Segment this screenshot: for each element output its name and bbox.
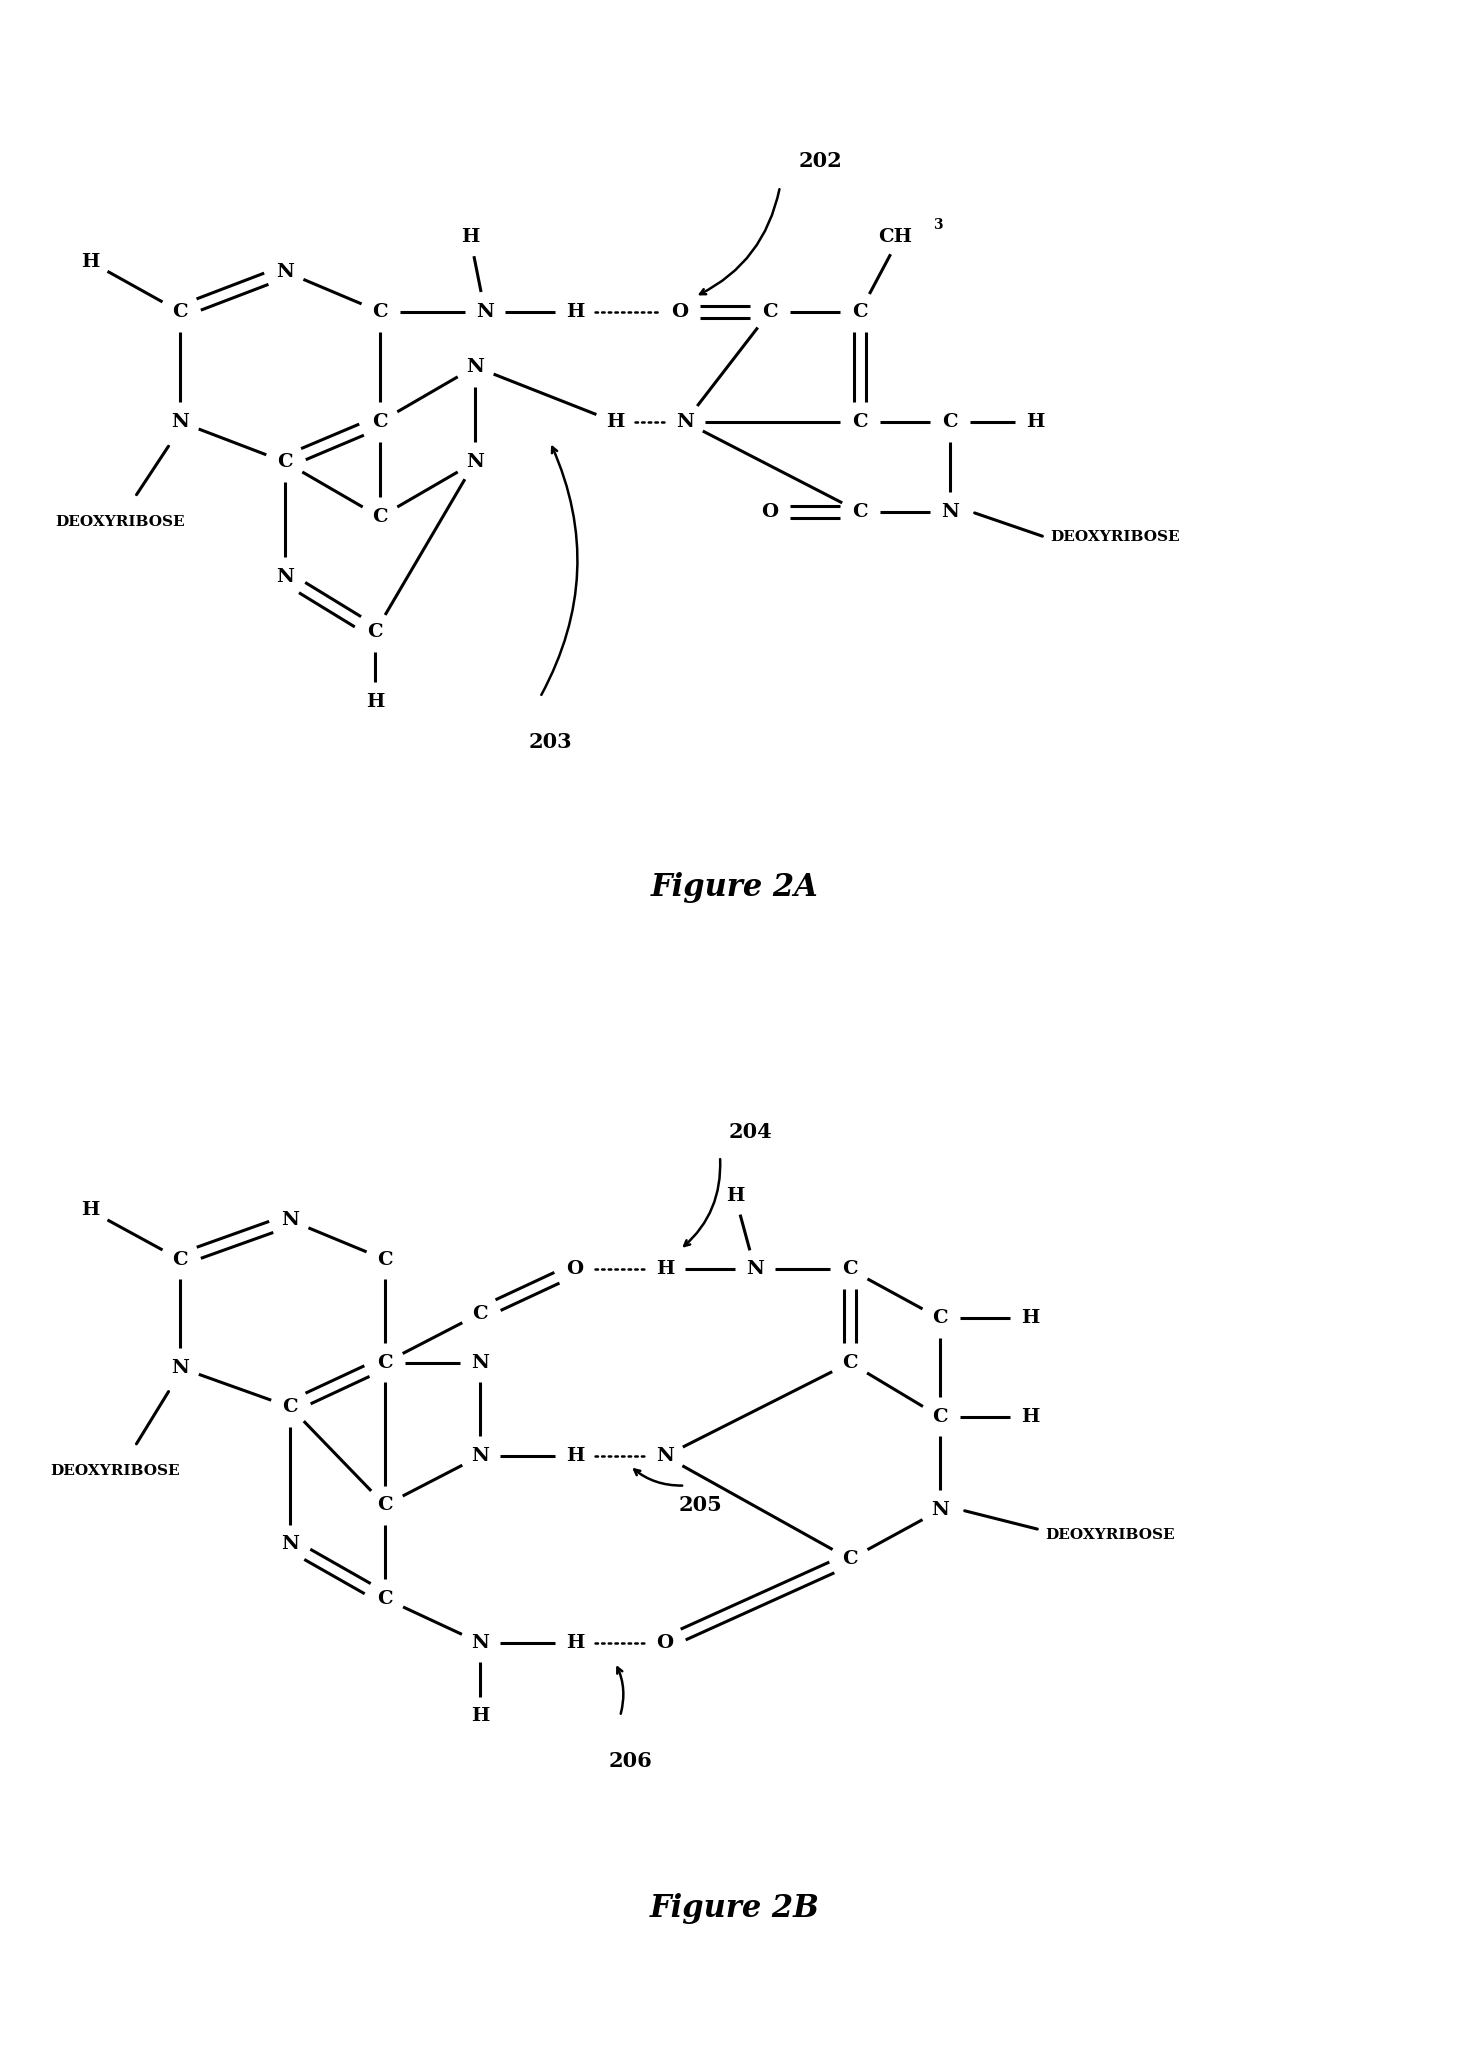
Text: H: H xyxy=(1026,412,1044,430)
Text: 204: 204 xyxy=(728,1121,772,1141)
Text: C: C xyxy=(842,1260,858,1279)
Text: 3: 3 xyxy=(933,217,942,232)
Text: DEOXYRIBOSE: DEOXYRIBOSE xyxy=(1045,1529,1175,1541)
Text: C: C xyxy=(278,453,293,471)
Text: N: N xyxy=(470,1447,490,1465)
Text: N: N xyxy=(466,359,484,375)
Text: N: N xyxy=(281,1535,298,1553)
Text: DEOXYRIBOSE: DEOXYRIBOSE xyxy=(1050,531,1179,545)
Text: C: C xyxy=(942,412,958,430)
Text: H: H xyxy=(470,1707,490,1725)
Text: N: N xyxy=(476,303,494,322)
Text: N: N xyxy=(276,568,294,586)
Text: N: N xyxy=(171,412,190,430)
Text: C: C xyxy=(368,623,382,641)
Text: H: H xyxy=(460,227,479,246)
Text: H: H xyxy=(606,412,625,430)
Text: Figure 2B: Figure 2B xyxy=(650,1893,820,1924)
Text: 202: 202 xyxy=(798,152,842,172)
Text: H: H xyxy=(81,252,98,270)
Text: O: O xyxy=(657,1633,673,1651)
Text: N: N xyxy=(676,412,694,430)
Text: C: C xyxy=(932,1309,948,1328)
Text: N: N xyxy=(470,1354,490,1371)
Text: N: N xyxy=(281,1211,298,1229)
Text: CH: CH xyxy=(878,227,911,246)
Text: N: N xyxy=(470,1633,490,1651)
Text: N: N xyxy=(747,1260,764,1279)
Text: H: H xyxy=(566,1447,584,1465)
Text: C: C xyxy=(842,1551,858,1567)
Text: 206: 206 xyxy=(609,1750,651,1770)
Text: C: C xyxy=(372,508,388,527)
Text: C: C xyxy=(472,1305,488,1322)
Text: DEOXYRIBOSE: DEOXYRIBOSE xyxy=(54,514,185,529)
Text: H: H xyxy=(566,303,584,322)
Text: H: H xyxy=(726,1186,744,1205)
Text: H: H xyxy=(656,1260,675,1279)
Text: C: C xyxy=(378,1250,392,1268)
Text: H: H xyxy=(566,1633,584,1651)
Text: H: H xyxy=(366,693,384,711)
Text: C: C xyxy=(282,1397,298,1416)
Text: DEOXYRIBOSE: DEOXYRIBOSE xyxy=(50,1463,179,1477)
Text: N: N xyxy=(276,262,294,281)
Text: C: C xyxy=(932,1408,948,1426)
Text: C: C xyxy=(853,412,867,430)
Text: 203: 203 xyxy=(528,731,572,752)
Text: O: O xyxy=(672,303,688,322)
Text: H: H xyxy=(1020,1408,1039,1426)
Text: H: H xyxy=(81,1201,98,1219)
Text: C: C xyxy=(378,1590,392,1608)
Text: C: C xyxy=(853,303,867,322)
Text: C: C xyxy=(378,1354,392,1371)
Text: 205: 205 xyxy=(678,1496,722,1514)
Text: C: C xyxy=(378,1496,392,1514)
Text: O: O xyxy=(566,1260,584,1279)
Text: C: C xyxy=(853,502,867,520)
Text: Figure 2A: Figure 2A xyxy=(651,873,819,904)
Text: C: C xyxy=(842,1354,858,1371)
Text: O: O xyxy=(761,502,779,520)
Text: N: N xyxy=(931,1502,950,1518)
Text: N: N xyxy=(656,1447,673,1465)
Text: C: C xyxy=(372,303,388,322)
Text: C: C xyxy=(372,412,388,430)
Text: C: C xyxy=(172,1250,188,1268)
Text: N: N xyxy=(941,502,958,520)
Text: C: C xyxy=(172,303,188,322)
Text: N: N xyxy=(466,453,484,471)
Text: H: H xyxy=(1020,1309,1039,1328)
Text: N: N xyxy=(171,1358,190,1377)
Text: C: C xyxy=(761,303,778,322)
